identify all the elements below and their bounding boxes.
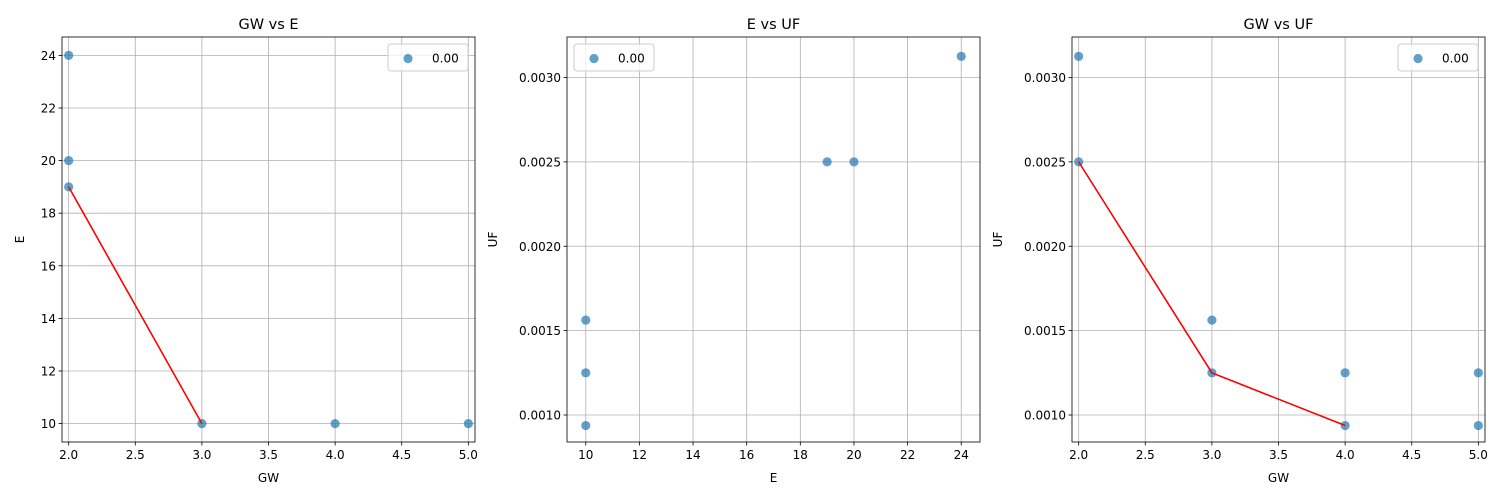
y-tick-label: 0.0020 [1024, 240, 1066, 254]
data-point [1473, 368, 1483, 378]
x-tick-label: 18 [793, 448, 808, 462]
axes-frame [1071, 36, 1486, 443]
chart-panel-2: 10 12 14 16 18 20 22 24 0.0010 0.0015 0.0020 0.0025… [486, 17, 981, 485]
y-tick-label: 16 [41, 259, 56, 273]
x-tick-label: 4.5 [392, 448, 411, 462]
x-tick-label: 3.5 [1269, 448, 1288, 462]
x-tick-label: 5.0 [1469, 448, 1488, 462]
trend-line [67, 186, 203, 424]
legend: 0.00 [387, 43, 469, 72]
x-tick-label: 4.0 [326, 448, 345, 462]
data-point [330, 418, 340, 429]
x-tick-label: 5.0 [459, 448, 478, 462]
x-tick-label: 2.0 [1069, 448, 1088, 462]
chart-title: GW vs UF [1244, 17, 1314, 33]
legend-box [387, 43, 469, 72]
legend-box [573, 43, 655, 72]
data-point [849, 157, 859, 167]
x-tick-label: 2.5 [1136, 448, 1155, 462]
x-tick-label: 22 [900, 448, 915, 462]
y-tick-label: 0.0015 [519, 324, 561, 338]
y-tick-label: 0.0010 [519, 409, 561, 423]
x-tick-label: 3.0 [192, 448, 211, 462]
x-axis-label: GW [258, 471, 279, 485]
x-tick-label: 20 [846, 448, 861, 462]
data-point [581, 420, 591, 431]
data-point [64, 156, 74, 166]
y-axis-label: UF [486, 232, 500, 248]
y-tick-label: 10 [41, 417, 56, 431]
chart-title: E vs UF [747, 17, 800, 33]
x-axis-label: E [770, 471, 778, 485]
data-point [1473, 420, 1483, 431]
data-point [822, 157, 832, 167]
legend-box [1397, 43, 1479, 72]
x-tick-label: 4.0 [1336, 448, 1355, 462]
axes-frame [61, 36, 476, 443]
legend: 0.00 [573, 43, 655, 72]
y-axis-label: E [13, 236, 27, 244]
x-axis-label: GW [1268, 471, 1289, 485]
data-point [1074, 51, 1084, 62]
axes-frame [566, 36, 981, 443]
y-axis-label: UF [991, 232, 1005, 248]
legend-label: 0.00 [432, 52, 459, 66]
x-tick-label: 12 [632, 448, 647, 462]
x-tick-label: 3.5 [259, 448, 278, 462]
chart-title: GW vs E [238, 17, 298, 33]
y-tick-label: 12 [41, 364, 56, 378]
x-tick-label: 16 [739, 448, 754, 462]
y-tick-label: 0.0015 [1024, 324, 1066, 338]
plot-area [567, 37, 980, 442]
chart-panel-3: 2.0 2.5 3.0 3.5 4.0 4.5 5.0 0.0010 0.0015 0.0020 0… [991, 17, 1488, 485]
x-tick-label: 3.0 [1202, 448, 1221, 462]
x-tick-label: 4.5 [1402, 448, 1421, 462]
y-tick-label: 18 [41, 207, 56, 221]
y-tick-label: 0.0020 [519, 240, 561, 254]
legend-marker [1413, 53, 1423, 64]
y-tick-label: 0.0030 [519, 71, 561, 85]
legend-label: 0.00 [618, 52, 645, 66]
data-point [581, 368, 591, 378]
trend-line [1077, 161, 1346, 427]
y-tick-label: 14 [41, 312, 56, 326]
data-point [463, 418, 473, 429]
y-tick-label: 22 [41, 102, 56, 116]
data-point [1340, 368, 1350, 378]
y-tick-label: 0.0025 [1024, 155, 1066, 169]
legend-marker [589, 53, 599, 64]
y-tick-label: 24 [41, 49, 56, 63]
x-tick-label: 2.5 [126, 448, 145, 462]
data-point [64, 182, 74, 192]
chart-panel-1: 2.0 2.5 3.0 3.5 4.0 4.5 5.0 10 12 14 16 18 20 22 24 GW … [13, 17, 478, 485]
y-tick-label: 0.0010 [1024, 409, 1066, 423]
data-point [1207, 315, 1217, 325]
x-tick-label: 2.0 [59, 448, 78, 462]
data-point [956, 51, 966, 62]
y-tick-label: 20 [41, 154, 56, 168]
x-tick-label: 10 [578, 448, 593, 462]
x-tick-label: 14 [685, 448, 700, 462]
data-point [581, 315, 591, 325]
y-tick-label: 0.0025 [519, 155, 561, 169]
legend: 0.00 [1397, 43, 1479, 72]
legend-marker [403, 53, 413, 64]
legend-label: 0.00 [1442, 52, 1469, 66]
x-tick-label: 24 [954, 448, 969, 462]
y-tick-label: 0.0030 [1024, 71, 1066, 85]
data-point [64, 50, 74, 61]
